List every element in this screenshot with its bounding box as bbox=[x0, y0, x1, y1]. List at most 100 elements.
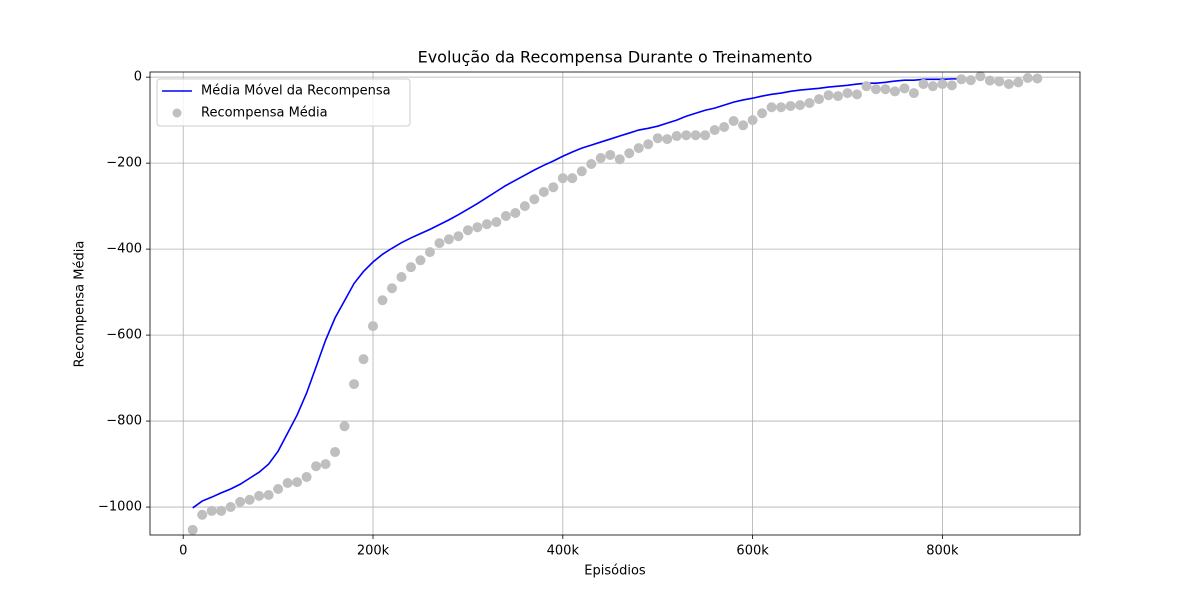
data-point bbox=[206, 505, 217, 516]
y-tick-label: 0 bbox=[134, 70, 142, 85]
y-tick-label: −200 bbox=[106, 156, 142, 171]
data-point bbox=[889, 86, 900, 97]
data-point bbox=[320, 459, 331, 470]
data-point bbox=[216, 505, 227, 516]
data-point bbox=[472, 222, 483, 233]
plot-frame bbox=[149, 71, 1081, 536]
data-point bbox=[994, 76, 1005, 87]
data-point bbox=[918, 79, 929, 90]
y-tick-label: −400 bbox=[106, 242, 142, 257]
y-tick-label: −600 bbox=[106, 328, 142, 343]
data-point bbox=[795, 100, 806, 111]
x-axis-label: Episódios bbox=[584, 564, 646, 579]
data-point bbox=[700, 130, 711, 141]
data-point bbox=[462, 225, 473, 236]
data-point bbox=[339, 421, 350, 432]
x-tick-label: 200k bbox=[357, 544, 390, 559]
y-tick-label: −800 bbox=[106, 414, 142, 429]
x-tick-label: 600k bbox=[736, 544, 769, 559]
data-point bbox=[908, 88, 919, 99]
data-point bbox=[244, 494, 255, 505]
data-point bbox=[273, 484, 284, 495]
data-point bbox=[500, 211, 511, 222]
data-point bbox=[633, 143, 644, 154]
data-point bbox=[984, 75, 995, 86]
data-point bbox=[1003, 79, 1014, 90]
data-point bbox=[557, 173, 568, 184]
data-point bbox=[823, 90, 834, 101]
data-point bbox=[491, 217, 502, 228]
data-point bbox=[405, 262, 416, 273]
data-point bbox=[481, 219, 492, 230]
data-point bbox=[415, 255, 426, 266]
data-point bbox=[311, 461, 322, 472]
data-point bbox=[975, 71, 986, 82]
data-point bbox=[776, 102, 787, 113]
data-point bbox=[235, 496, 246, 507]
legend-box bbox=[156, 78, 411, 127]
data-point bbox=[842, 88, 853, 99]
x-tick-label: 800k bbox=[926, 544, 959, 559]
data-point bbox=[861, 81, 872, 92]
data-point bbox=[538, 186, 549, 197]
chart-title: Evolução da Recompensa Durante o Treinam… bbox=[418, 48, 813, 67]
data-point bbox=[747, 115, 758, 126]
data-point bbox=[946, 80, 957, 91]
data-point bbox=[1032, 73, 1043, 84]
data-point bbox=[586, 158, 597, 169]
data-point bbox=[643, 139, 654, 150]
data-point bbox=[187, 524, 198, 535]
data-point bbox=[519, 201, 530, 212]
data-point bbox=[548, 182, 559, 193]
data-point bbox=[757, 108, 768, 119]
data-point bbox=[330, 447, 341, 458]
data-point bbox=[927, 81, 938, 92]
data-point bbox=[814, 94, 825, 105]
data-point bbox=[1022, 73, 1033, 84]
x-tick-label: 0 bbox=[179, 544, 187, 559]
data-point bbox=[709, 125, 720, 136]
legend-swatch bbox=[172, 108, 182, 118]
data-point bbox=[662, 134, 673, 145]
data-point bbox=[453, 231, 464, 242]
data-point bbox=[368, 321, 379, 332]
data-point bbox=[197, 509, 208, 520]
data-point bbox=[614, 154, 625, 165]
data-point bbox=[738, 120, 749, 131]
data-point bbox=[937, 79, 948, 90]
data-point bbox=[595, 152, 606, 163]
data-point bbox=[728, 116, 739, 127]
data-point bbox=[804, 97, 815, 108]
data-point bbox=[567, 173, 578, 184]
data-point bbox=[254, 490, 265, 501]
data-point bbox=[377, 295, 388, 306]
y-axis-label: Recompensa Média bbox=[73, 241, 88, 368]
data-point bbox=[292, 477, 303, 488]
data-point bbox=[605, 149, 616, 160]
y-tick-label: −1000 bbox=[98, 500, 142, 515]
data-point bbox=[785, 100, 796, 111]
data-point bbox=[263, 490, 274, 501]
data-point bbox=[652, 133, 663, 144]
data-point bbox=[443, 234, 454, 245]
data-point bbox=[434, 238, 445, 249]
data-point bbox=[681, 130, 692, 141]
data-point bbox=[690, 130, 701, 141]
data-point bbox=[225, 502, 236, 513]
data-point bbox=[510, 208, 521, 219]
data-point bbox=[899, 83, 910, 94]
data-point bbox=[956, 74, 967, 85]
legend: Média Móvel da Recompensa Recompensa Médi… bbox=[156, 78, 411, 127]
data-point bbox=[880, 84, 891, 95]
data-point bbox=[766, 102, 777, 113]
data-point bbox=[301, 471, 312, 482]
data-point bbox=[396, 272, 407, 283]
data-point bbox=[1013, 77, 1024, 88]
data-point bbox=[424, 247, 435, 258]
data-point bbox=[870, 84, 881, 95]
legend-label: Recompensa Média bbox=[201, 106, 328, 121]
data-point bbox=[719, 122, 730, 133]
data-point bbox=[624, 148, 635, 159]
